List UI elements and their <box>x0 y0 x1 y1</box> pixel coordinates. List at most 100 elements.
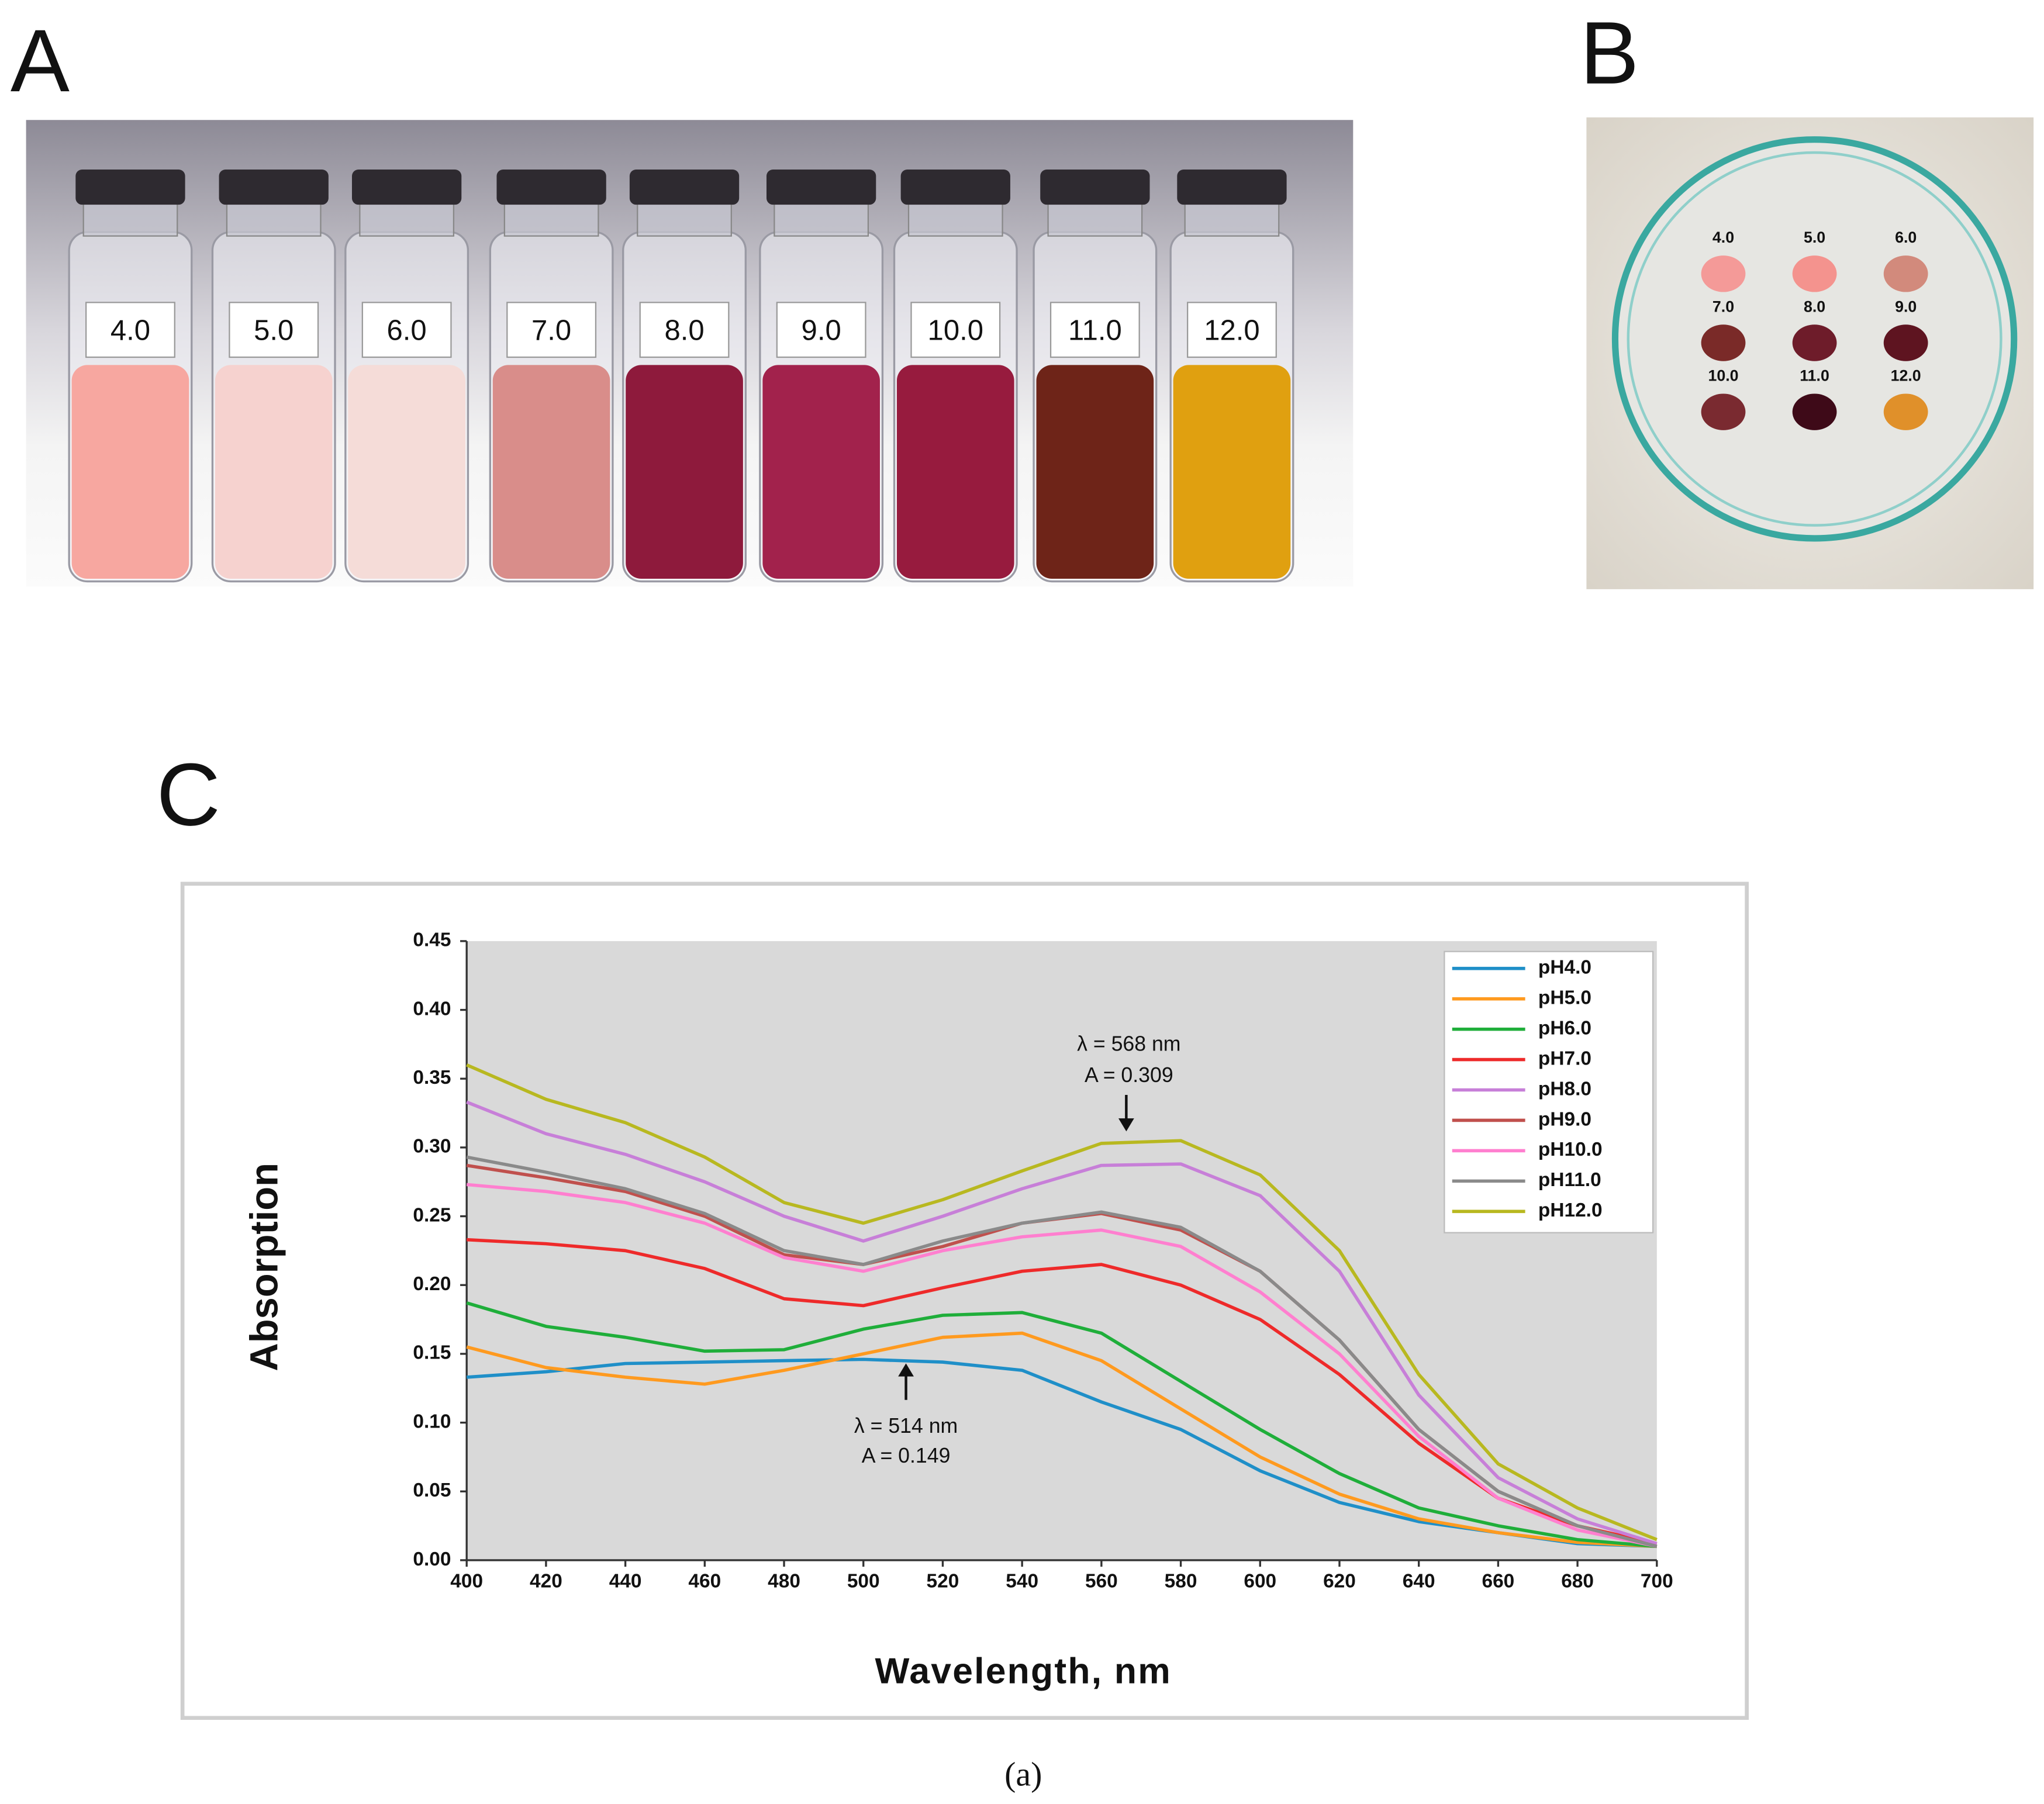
vial-liquid <box>492 365 610 579</box>
vial-cap <box>496 169 606 205</box>
x-tick-label: 560 <box>1085 1571 1118 1592</box>
spot-label: 10.0 <box>1708 367 1738 385</box>
vial-liquid <box>1173 365 1291 579</box>
x-tick-label: 600 <box>1244 1571 1276 1592</box>
y-axis-label: Absorption <box>243 1163 286 1371</box>
y-tick-label: 0.20 <box>413 1273 451 1295</box>
vial-neck <box>907 201 1003 237</box>
vial-label: 7.0 <box>531 315 571 347</box>
vial-label-box <box>85 302 175 358</box>
series-line <box>466 1063 1658 1542</box>
vial-label-box <box>1187 302 1277 358</box>
vial-cap <box>75 169 185 205</box>
spot <box>1701 393 1746 430</box>
vial-liquid <box>896 365 1014 579</box>
annotation: λ = 568 nm <box>1077 1032 1180 1056</box>
vial-liquid <box>215 365 333 579</box>
y-tick-label: 0.35 <box>413 1067 451 1088</box>
spot <box>1883 393 1928 430</box>
spot <box>1701 255 1746 292</box>
x-tick-label: 520 <box>927 1571 959 1592</box>
y-tick-label: 0.10 <box>413 1411 451 1432</box>
y-tick-label: 0.45 <box>413 929 451 951</box>
legend-label: pH11.0 <box>1538 1169 1601 1191</box>
spot-label: 9.0 <box>1895 298 1917 315</box>
legend-label: pH4.0 <box>1538 957 1591 979</box>
annotation: λ = 514 nm <box>854 1414 958 1437</box>
vial-label: 8.0 <box>664 315 704 347</box>
x-tick-label: 480 <box>768 1571 800 1592</box>
vial-label: 4.0 <box>111 315 150 347</box>
panel-label: C <box>157 745 220 844</box>
vial-cap <box>629 169 740 205</box>
vial-liquid <box>71 365 189 579</box>
x-tick-label: 460 <box>688 1571 721 1592</box>
vial-label: 11.0 <box>1068 315 1122 347</box>
legend-label: pH5.0 <box>1538 987 1591 1008</box>
vial-cap <box>766 169 876 205</box>
chart: 0.00 0.05 0.10 0.15 0.20 0.25 0.30 0.35 0.40 0.45… <box>413 929 1673 1592</box>
x-tick-label: 680 <box>1561 1571 1594 1592</box>
vial-label-box <box>776 302 866 358</box>
x-tick-label: 420 <box>530 1571 562 1592</box>
vial-neck <box>82 201 178 237</box>
vial-label-box <box>639 302 730 358</box>
annotation-arrowhead <box>898 1363 914 1377</box>
x-axis-label: Wavelength, nm <box>875 1650 1172 1691</box>
legend-label: pH7.0 <box>1538 1048 1591 1069</box>
spot <box>1792 324 1837 361</box>
spot <box>1701 324 1746 361</box>
x-tick-label: 440 <box>609 1571 642 1592</box>
spot-label: 6.0 <box>1895 229 1917 246</box>
vial-liquid <box>626 365 743 579</box>
vial-label: 10.0 <box>928 315 983 347</box>
caption: (a) <box>1004 1755 1042 1793</box>
vial-neck <box>359 201 455 237</box>
annotation: A = 0.309 <box>1085 1063 1173 1087</box>
series-line <box>466 1301 1658 1549</box>
vial-liquid <box>762 365 880 579</box>
series-line <box>466 1100 1658 1546</box>
vial-neck <box>503 201 599 237</box>
vial-label-box <box>910 302 1001 358</box>
vial-liquid <box>348 365 465 579</box>
spots: 4.0 5.0 6.0 7.0 8.0 9.0 10.0 11.0 12.0 <box>1701 229 1928 430</box>
y-tick-label: 0.05 <box>413 1480 451 1501</box>
y-tick-label: 0.25 <box>413 1204 451 1226</box>
vial-label-box <box>229 302 319 358</box>
vial-cap <box>351 169 462 205</box>
vial-label: 9.0 <box>802 315 841 347</box>
spot-label: 12.0 <box>1891 367 1921 385</box>
x-tick-label: 620 <box>1323 1571 1356 1592</box>
vial-cap <box>900 169 1010 205</box>
x-tick-label: 500 <box>847 1571 880 1592</box>
spot-label: 11.0 <box>1800 367 1829 385</box>
vial-neck <box>1047 201 1143 237</box>
vials: 4.0 5.0 6.0 7.0 8.0 9.0 10.0 11.0 12.0 <box>68 169 1294 583</box>
legend-label: pH8.0 <box>1538 1078 1591 1100</box>
spot <box>1792 255 1837 292</box>
x-tick-label: 580 <box>1165 1571 1197 1592</box>
y-tick-label: 0.00 <box>413 1549 451 1570</box>
x-tick-label: 640 <box>1403 1571 1435 1592</box>
series-line <box>467 1238 1658 1546</box>
vial-label: 5.0 <box>254 315 294 347</box>
vial-neck <box>774 201 869 237</box>
panel-label: A <box>11 12 70 110</box>
x-tick-label: 700 <box>1641 1571 1673 1592</box>
vial-label-box <box>361 302 452 358</box>
vial-neck <box>1184 201 1280 237</box>
vial-liquid <box>1036 365 1154 579</box>
y-tick-label: 0.40 <box>413 998 451 1019</box>
vial-label-box <box>1049 302 1140 358</box>
series-line <box>466 1331 1657 1549</box>
vial-label-box <box>506 302 597 358</box>
spot-label: 4.0 <box>1712 229 1734 246</box>
legend-label: pH12.0 <box>1538 1200 1603 1221</box>
annotation-arrowhead <box>1118 1118 1134 1132</box>
x-tick-label: 400 <box>450 1571 483 1592</box>
series-line <box>466 1155 1658 1549</box>
legend-label: pH6.0 <box>1538 1017 1591 1039</box>
spot-label: 5.0 <box>1804 229 1825 246</box>
